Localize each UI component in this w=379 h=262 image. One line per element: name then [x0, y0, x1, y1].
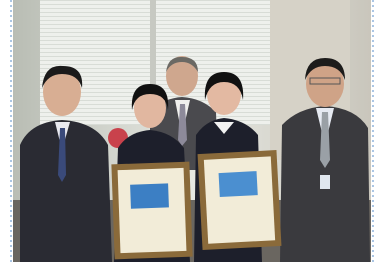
certificate-paper: [204, 156, 275, 243]
certificate-picture: [219, 171, 258, 197]
certificate-paper: [118, 168, 187, 253]
scene: [13, 0, 371, 262]
certificate: [111, 162, 192, 260]
person: [20, 120, 112, 262]
certificate-picture: [130, 183, 169, 208]
badge: [320, 175, 330, 189]
photo: [0, 0, 379, 262]
certificate: [198, 150, 282, 250]
